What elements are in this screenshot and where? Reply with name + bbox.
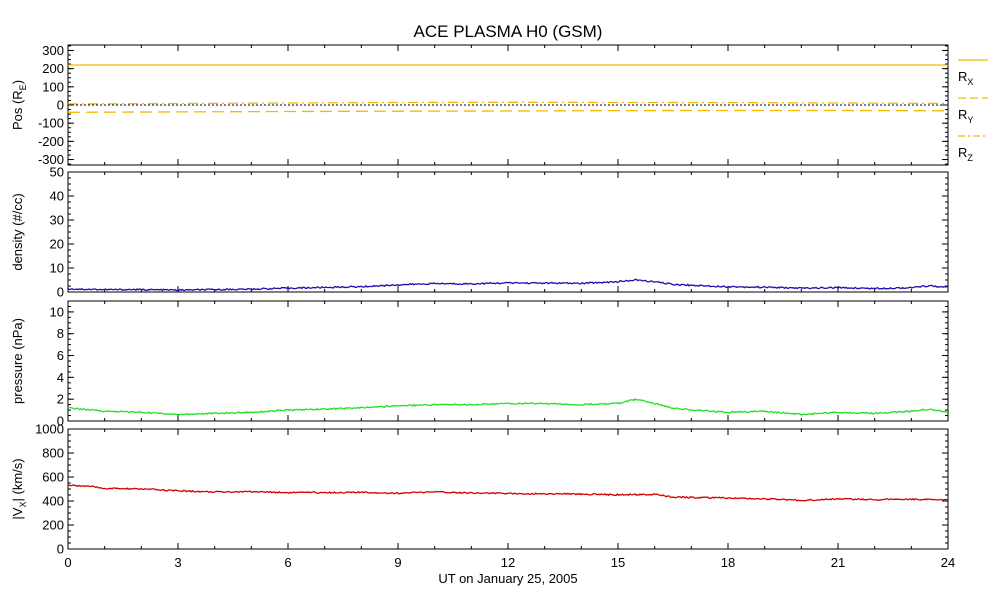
x-tick-label: 21 [831, 555, 845, 570]
x-tick-label: 6 [284, 555, 291, 570]
y-tick-label: 0 [57, 285, 64, 300]
y-tick-label: 800 [42, 446, 64, 461]
panel-frame [67, 171, 949, 293]
panel-density: 0 10 20 30 40 50 density (#/cc) [10, 165, 949, 300]
y-axis-label-pos: Pos (RE) [10, 80, 28, 130]
y-tick-label: 50 [50, 165, 64, 180]
series-line-vx [68, 484, 948, 502]
chart-title: ACE PLASMA H0 (GSM) [414, 22, 603, 41]
y-tick-label: 0 [57, 414, 64, 429]
series-line-pressure [68, 398, 948, 416]
y-tick-label: -300 [38, 152, 64, 167]
x-tick-label: 3 [174, 555, 181, 570]
y-axis-label-pressure: pressure (nPa) [10, 318, 25, 404]
panel-frame [67, 428, 949, 550]
x-axis-label: UT on January 25, 2005 [438, 571, 577, 586]
y-tick-label: 10 [50, 261, 64, 276]
x-tick-label: 18 [721, 555, 735, 570]
series-line-density [68, 278, 948, 292]
y-tick-label: 400 [42, 494, 64, 509]
y-tick-label: -100 [38, 116, 64, 131]
y-tick-label: 6 [57, 348, 64, 363]
legend-label-ry: RY [958, 107, 973, 125]
y-tick-label: 200 [42, 518, 64, 533]
x-tick-label: 0 [64, 555, 71, 570]
y-tick-label: 300 [42, 43, 64, 58]
y-tick-label: 0 [57, 98, 64, 113]
panel-pos: -300 -200 -100 0 100 200 300 Pos (RE) RX RY RZ [10, 43, 988, 167]
y-tick-label: 100 [42, 79, 64, 94]
y-axis-label-vx: |VX| (km/s) [10, 458, 28, 519]
x-tick-label: 9 [394, 555, 401, 570]
y-tick-label: 30 [50, 213, 64, 228]
legend-label-rz: RZ [958, 145, 973, 163]
y-tick-label: 2 [57, 392, 64, 407]
y-tick-label: 20 [50, 237, 64, 252]
y-tick-label: 1000 [35, 422, 64, 437]
y-axis-label-density: density (#/cc) [10, 193, 25, 270]
y-tick-label: 600 [42, 470, 64, 485]
y-tick-label: 8 [57, 326, 64, 341]
panel-vx: 0 200 400 600 800 1000 |VX| (km/s) 0 3 6 9 12 15 18 21… [10, 422, 955, 571]
y-tick-label: 4 [57, 370, 64, 385]
y-tick-label: -200 [38, 134, 64, 149]
x-tick-label: 12 [501, 555, 515, 570]
x-tick-label: 24 [941, 555, 955, 570]
y-tick-label: 40 [50, 189, 64, 204]
series-line-pos-ry [68, 109, 948, 113]
y-tick-label: 0 [57, 542, 64, 557]
y-tick-label: 10 [50, 304, 64, 319]
panel-pressure: 0 2 4 6 8 10 pressure (nPa) [10, 300, 949, 429]
legend-label-rx: RX [958, 69, 973, 87]
series-line-pos-rz [68, 101, 948, 105]
y-tick-label: 200 [42, 61, 64, 76]
x-tick-label: 15 [611, 555, 625, 570]
